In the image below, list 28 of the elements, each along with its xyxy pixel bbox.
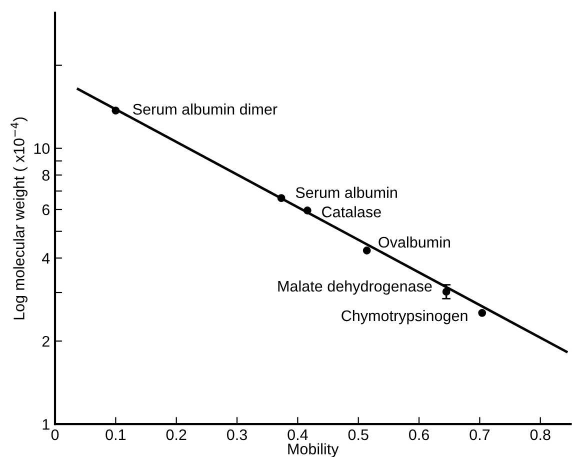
y-tick-label: 6 [42,204,50,216]
x-tick-label: 0.8 [530,429,550,440]
y-tick-label: 2 [42,336,50,347]
x-axis-title: Mobility [288,443,339,457]
point [112,106,120,115]
point [478,308,486,317]
annotation: Serum albumin [296,186,397,198]
x-tick-label: 0.6 [409,429,429,440]
x-tick-label: 0 [51,429,59,440]
y-tick-label: 1 [42,419,50,430]
y-axis-title: Log molecular weight ( x10$^{−4}$) [10,117,28,320]
annotation: Chymotrypsinogen [342,310,468,324]
annotation: Ovalbumin [378,236,450,248]
x-tick-label: 0.7 [470,429,490,440]
point [362,246,371,254]
point [303,206,312,214]
annotation: Malate dehydrogenase [278,280,432,295]
annotation: Serum albumin dimer [133,103,278,115]
y-tick-label: 10 [34,143,50,154]
x-tick-label: 0.1 [106,429,126,440]
y-tick-label: 4 [42,253,50,264]
y-tick-label: 8 [42,170,50,181]
x-tick-label: 0.5 [348,429,368,440]
x-tick-label: 0.3 [227,429,247,440]
annotation: Catalase [322,206,381,218]
point [277,194,286,202]
x-tick-label: 0.4 [288,429,308,440]
x-tick-label: 0.2 [166,429,186,440]
